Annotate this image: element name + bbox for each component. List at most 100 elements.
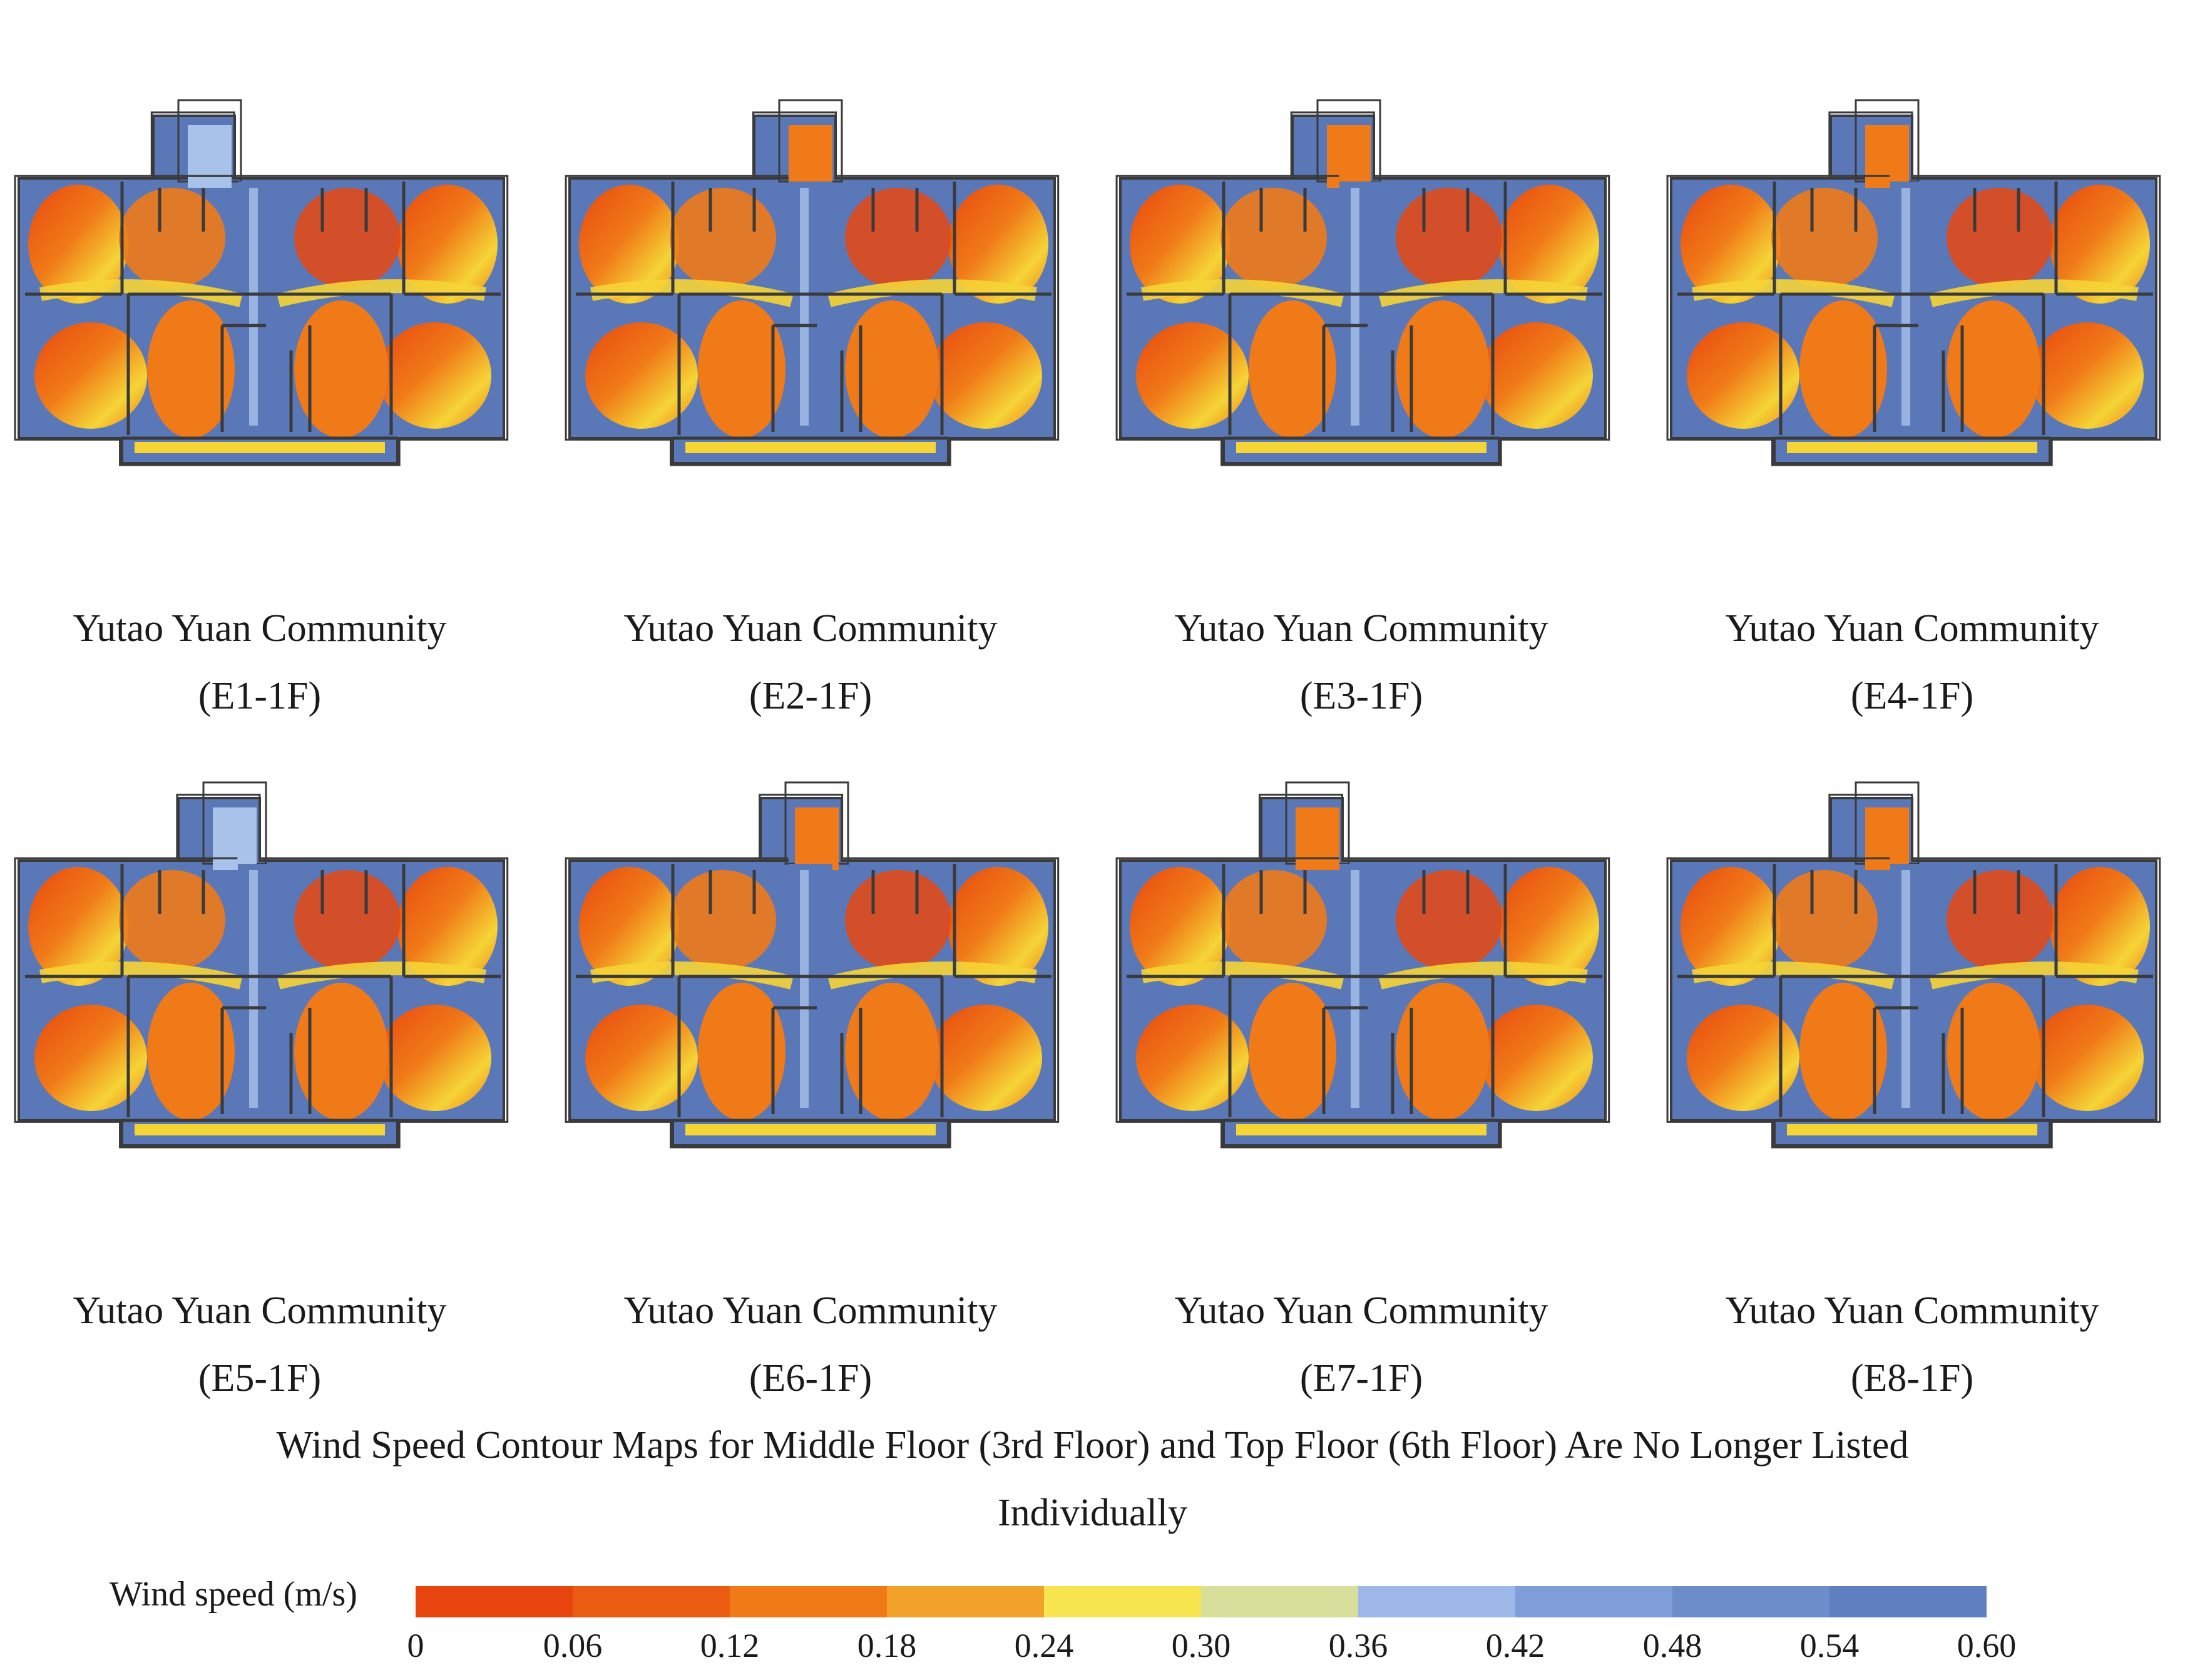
room-heat-zone: [294, 188, 401, 288]
corridor-zone: [1339, 182, 1383, 432]
room-heat-zone: [845, 870, 951, 970]
caption-label: (E3-1F): [1299, 675, 1423, 717]
contour-map-e8: [1666, 781, 2161, 1149]
room-heat-zone: [119, 870, 225, 970]
room-heat-zone: [119, 188, 225, 288]
legend-swatch: [1201, 1586, 1358, 1617]
panel-caption-e8: Yutao Yuan Community (E8-1F): [1630, 1277, 2185, 1412]
outer-wall-line: [565, 794, 1060, 1149]
contour-panel-e6: Yutao Yuan Community (E6-1F): [565, 770, 1067, 1400]
room-heat-zone: [1799, 300, 1887, 438]
room-heat-zone: [397, 185, 498, 304]
tower-flow-zone: [1327, 125, 1371, 188]
room-heat-zone: [1220, 188, 1327, 288]
room-heat-zone: [845, 188, 951, 288]
panel-caption-e7: Yutao Yuan Community (E7-1F): [1080, 1277, 1643, 1412]
room-heat-zone: [845, 983, 939, 1120]
room-heat-zone: [34, 322, 147, 429]
room-heat-zone: [379, 322, 491, 429]
room-heat-zone: [1687, 1005, 1799, 1111]
room-heat-zone: [1771, 870, 1878, 970]
legend-title: Wind speed (m/s): [110, 1575, 357, 1614]
contour-map-e4: [1666, 99, 2161, 466]
legend-swatch: [1044, 1586, 1201, 1617]
room-heat-zone: [1480, 1005, 1593, 1111]
room-heat-zone: [294, 300, 388, 438]
corridor-zone: [1890, 182, 1934, 432]
room-heat-zone: [1480, 322, 1593, 429]
figure-note-line2: Individually: [997, 1492, 1188, 1534]
room-heat-zone: [1499, 867, 1599, 986]
outer-wall-line: [1115, 111, 1610, 466]
room-heat-zone: [1681, 185, 1781, 304]
room-heat-zone: [698, 300, 785, 438]
caption-community: Yutao Yuan Community: [623, 1289, 998, 1332]
room-heat-zone: [2031, 1005, 2144, 1111]
caption-community: Yutao Yuan Community: [1174, 607, 1548, 650]
room-heat-zone: [294, 870, 401, 970]
corridor-zone: [238, 182, 282, 432]
contour-map-e2: [565, 99, 1060, 466]
legend-tick-label: 0.24: [1014, 1627, 1074, 1664]
tower-flow-zone: [1296, 807, 1339, 870]
legend-tick-label: 0.12: [700, 1627, 760, 1664]
legend-tick-label: 0.42: [1485, 1627, 1545, 1664]
room-heat-zone: [1136, 1005, 1249, 1111]
room-heat-zone: [1799, 983, 1887, 1120]
contour-map-e7: [1115, 781, 1610, 1149]
room-heat-zone: [28, 185, 128, 304]
contour-panel-e4: Yutao Yuan Community (E4-1F): [1666, 88, 2169, 717]
corridor-zone: [789, 864, 832, 1114]
legend-swatch: [1515, 1586, 1672, 1617]
contour-panel-e2: Yutao Yuan Community (E2-1F): [565, 88, 1067, 717]
corridor-zone: [238, 864, 282, 1114]
tower-flow-zone: [795, 807, 839, 870]
room-heat-zone: [1130, 867, 1230, 986]
room-heat-zone: [1396, 188, 1502, 288]
room-heat-zone: [1249, 300, 1336, 438]
panel-caption-e6: Yutao Yuan Community (E6-1F): [529, 1277, 1092, 1412]
legend-tick-label: 0.30: [1171, 1627, 1231, 1664]
legend-swatch: [1672, 1586, 1829, 1617]
legend-tick-label: 0.36: [1328, 1627, 1388, 1664]
room-heat-zone: [1947, 188, 2053, 288]
caption-label: (E4-1F): [1850, 675, 1974, 717]
legend-swatch: [1829, 1586, 1987, 1617]
room-heat-zone: [1136, 322, 1249, 429]
corridor-zone: [1339, 864, 1383, 1114]
room-heat-zone: [2031, 322, 2144, 429]
legend-tick-label: 0: [407, 1627, 424, 1664]
caption-label: (E8-1F): [1850, 1357, 1974, 1400]
contour-map-e6: [565, 781, 1060, 1149]
room-heat-zone: [1130, 185, 1230, 304]
caption-label: (E6-1F): [749, 1357, 872, 1400]
tower-flow-zone: [188, 125, 232, 188]
caption-community: Yutao Yuan Community: [1725, 1289, 2099, 1332]
room-heat-zone: [670, 188, 776, 288]
room-heat-zone: [2050, 185, 2150, 304]
caption-community: Yutao Yuan Community: [73, 607, 447, 650]
caption-community: Yutao Yuan Community: [623, 607, 998, 650]
room-heat-zone: [948, 185, 1048, 304]
room-heat-zone: [1947, 983, 2040, 1120]
panel-caption-e1: Yutao Yuan Community (E1-1F): [0, 595, 541, 730]
room-heat-zone: [1947, 870, 2053, 970]
room-heat-zone: [34, 1005, 147, 1111]
room-heat-zone: [670, 870, 776, 970]
outer-wall-line: [565, 111, 1060, 466]
room-heat-zone: [948, 867, 1048, 986]
legend-swatch: [573, 1586, 730, 1617]
tower-flow-zone: [213, 807, 257, 870]
legend-tick-label: 0.06: [543, 1627, 603, 1664]
room-heat-zone: [1499, 185, 1599, 304]
caption-label: (E5-1F): [198, 1357, 322, 1400]
outer-wall-line: [14, 111, 509, 466]
caption-label: (E7-1F): [1299, 1357, 1423, 1400]
outer-wall-line: [1666, 111, 2161, 466]
caption-community: Yutao Yuan Community: [1174, 1289, 1548, 1332]
caption-community: Yutao Yuan Community: [1725, 607, 2099, 650]
room-heat-zone: [1681, 867, 1781, 986]
tower-flow-zone: [789, 125, 832, 188]
contour-panel-e7: Yutao Yuan Community (E7-1F): [1115, 770, 1618, 1400]
contour-panel-e8: Yutao Yuan Community (E8-1F): [1666, 770, 2169, 1400]
